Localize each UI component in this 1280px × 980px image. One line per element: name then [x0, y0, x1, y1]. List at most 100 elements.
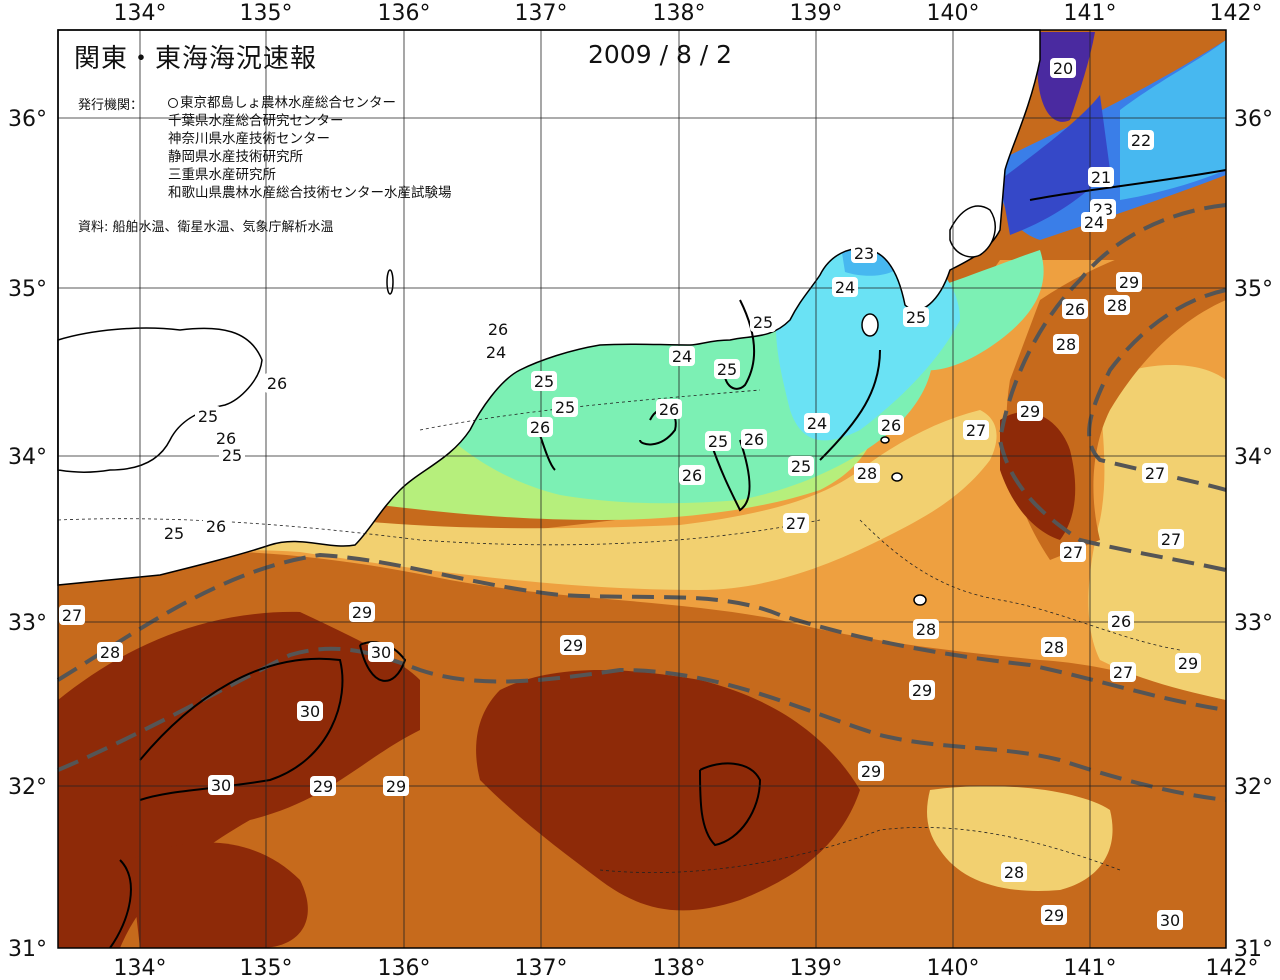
isotherm-label-text: 29 [861, 762, 881, 781]
isotherm-label-bg [854, 463, 880, 483]
isotherm-label-bg [1060, 542, 1086, 562]
isotherm-label-bg [878, 415, 904, 435]
isotherm-label-bg [788, 456, 814, 476]
isotherm-label: 28 [1041, 637, 1067, 657]
isotherm-label: 26 [1062, 299, 1088, 319]
isotherm-label-text: 27 [1063, 543, 1083, 562]
isotherm-label: 29 [909, 680, 935, 700]
isotherm-label: 26 [1108, 611, 1134, 631]
isotherm-label-bg [1104, 295, 1130, 315]
isotherm-label-text: 26 [1111, 612, 1131, 631]
isotherm-label: 28 [1104, 295, 1130, 315]
agency-item: 神奈川県水産技術センター [168, 131, 330, 147]
isotherm-label-bg [1001, 862, 1027, 882]
isotherm-label-bg [368, 642, 394, 662]
isotherm-label-text: 24 [672, 347, 692, 366]
isotherm-label-text: 25 [164, 524, 184, 543]
isotherm-label: 26 [264, 373, 290, 393]
isotherm-label: 29 [349, 602, 375, 622]
zone-21c [1000, 95, 1110, 235]
isotherm-label: 27 [783, 513, 809, 533]
zone-27c [58, 410, 997, 590]
isotherm-label: 26 [203, 516, 229, 536]
isotherm-label: 28 [97, 642, 123, 662]
isotherm-label: 25 [788, 456, 814, 476]
isotherm-label-text: 25 [555, 398, 575, 417]
isotherm-label: 23 [851, 243, 877, 263]
isotherm-label-text: 29 [912, 681, 932, 700]
isotherm-label: 30 [368, 642, 394, 662]
isotherm-label-bg [552, 397, 578, 417]
isotherm-label-text: 29 [313, 777, 333, 796]
isotherm-label-text: 28 [100, 643, 120, 662]
isotherm-label: 29 [1116, 272, 1142, 292]
isotherm-label-bg [161, 523, 187, 543]
isotherm-label-text: 26 [488, 320, 508, 339]
longitude-labels-top: 134° 135° 136° 137° 138° 139° 140° 141° … [114, 1, 1263, 26]
isotherm-label-text: 24 [1084, 213, 1104, 232]
isotherm-label-bg [783, 513, 809, 533]
kuroshio-axis [56, 203, 1227, 802]
graticule [58, 30, 1226, 948]
isotherm-label-text: 30 [211, 776, 231, 795]
isotherm-label-bg [383, 776, 409, 796]
lon-label: 137° [515, 1, 568, 26]
lon-label: 135° [240, 1, 293, 26]
isotherm-label: 25 [219, 445, 245, 465]
isotherm-label-text: 25 [791, 457, 811, 476]
isotherm-label-text: 28 [857, 464, 877, 483]
isotherm-label-bg [59, 605, 85, 625]
isotherm-label: 29 [560, 635, 586, 655]
isotherm-label: 27 [1110, 662, 1136, 682]
isotherm-label-bg [213, 428, 239, 448]
isotherm-label-text: 26 [881, 416, 901, 435]
isotherm-label-text: 26 [267, 374, 287, 393]
isotherm-label: 24 [804, 413, 830, 433]
isotherm-label-bg [1017, 401, 1043, 421]
isotherm-label-bg [1088, 167, 1114, 187]
lat-label: 32° [1234, 775, 1273, 800]
isotherm-label: 27 [1158, 529, 1184, 549]
latitude-labels-left: 36° 35° 34° 33° 32° 31° [8, 107, 47, 962]
isotherm-label-bg [913, 619, 939, 639]
isotherm-label: 29 [310, 776, 336, 796]
zone-27c-east [1088, 365, 1226, 700]
isotherm-label-bg [1128, 130, 1154, 150]
circle-bullet-icon [168, 98, 178, 108]
lon-label: 142° [1210, 1, 1263, 26]
lon-label: 141° [1064, 956, 1117, 980]
isotherm-label-text: 26 [216, 429, 236, 448]
isotherm-label-text: 21 [1091, 168, 1111, 187]
isotherm-label: 26 [656, 399, 682, 419]
isotherm-label-text: 25 [753, 313, 773, 332]
isotherm-label-text: 28 [1044, 638, 1064, 657]
isotherm-label-bg [1062, 299, 1088, 319]
agency-item: 東京都島しょ農林水産総合センター [168, 94, 452, 112]
lat-label: 32° [8, 775, 47, 800]
isotherm-label-bg [669, 346, 695, 366]
isotherm-label: 24 [832, 277, 858, 297]
isotherm-label: 26 [679, 465, 705, 485]
isotherm-label-bg [310, 776, 336, 796]
isotherm-label-bg [485, 319, 511, 339]
isotherm-label-text: 27 [786, 514, 806, 533]
agency-item: 静岡県水産技術研究所 [168, 149, 303, 165]
isotherm-label-bg [264, 373, 290, 393]
isotherm-label-text: 24 [486, 343, 506, 362]
isotherm-label: 24 [483, 342, 509, 362]
isotherm-label-bg [679, 465, 705, 485]
isotherm-label-bg [349, 602, 375, 622]
data-source: 資料: 船舶水温、衛星水温、気象庁解析水温 [78, 220, 334, 235]
agency-item: 和歌山県農林水産総合技術センター水産試験場 [168, 185, 452, 201]
lat-label: 33° [1234, 611, 1273, 636]
isotherm-label-text: 26 [1065, 300, 1085, 319]
isotherm-label-bg [1081, 212, 1107, 232]
isotherm-label-bg [1175, 653, 1201, 673]
isotherm-label-bg [195, 406, 221, 426]
longitude-labels-bottom: 134° 135° 136° 137° 138° 139° 140° 141° … [114, 956, 1259, 980]
isotherm-label-text: 25 [534, 372, 554, 391]
isotherm-label: 28 [1001, 862, 1027, 882]
isotherm-label-text: 26 [206, 517, 226, 536]
isotherm-label: 22 [1128, 130, 1154, 150]
